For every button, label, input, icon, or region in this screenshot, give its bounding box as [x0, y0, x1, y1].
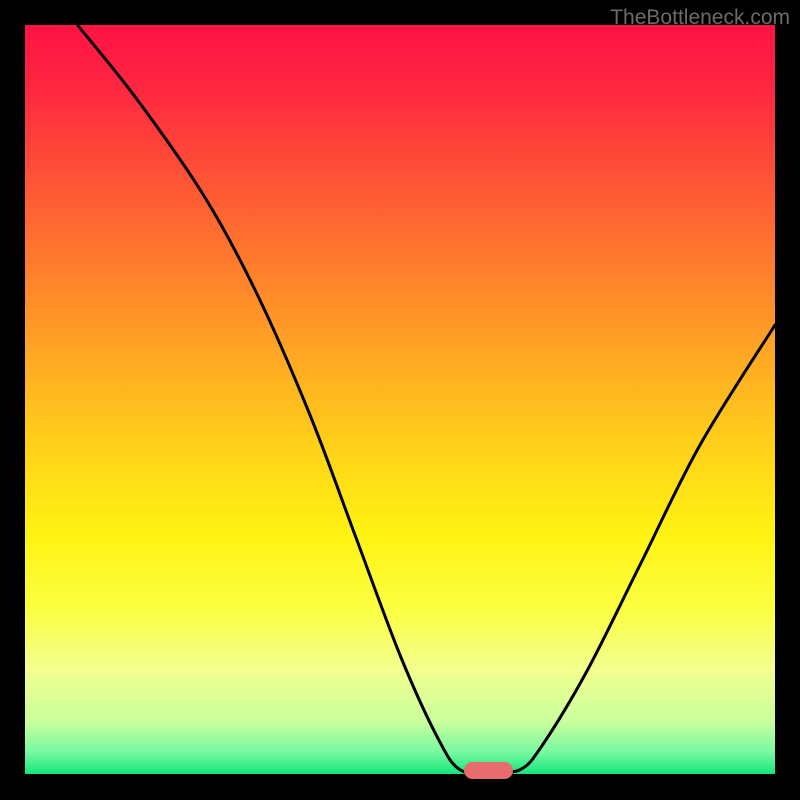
bottleneck-chart: TheBottleneck.com	[0, 0, 800, 800]
watermark-label: TheBottleneck.com	[610, 6, 790, 30]
chart-svg	[0, 0, 800, 800]
